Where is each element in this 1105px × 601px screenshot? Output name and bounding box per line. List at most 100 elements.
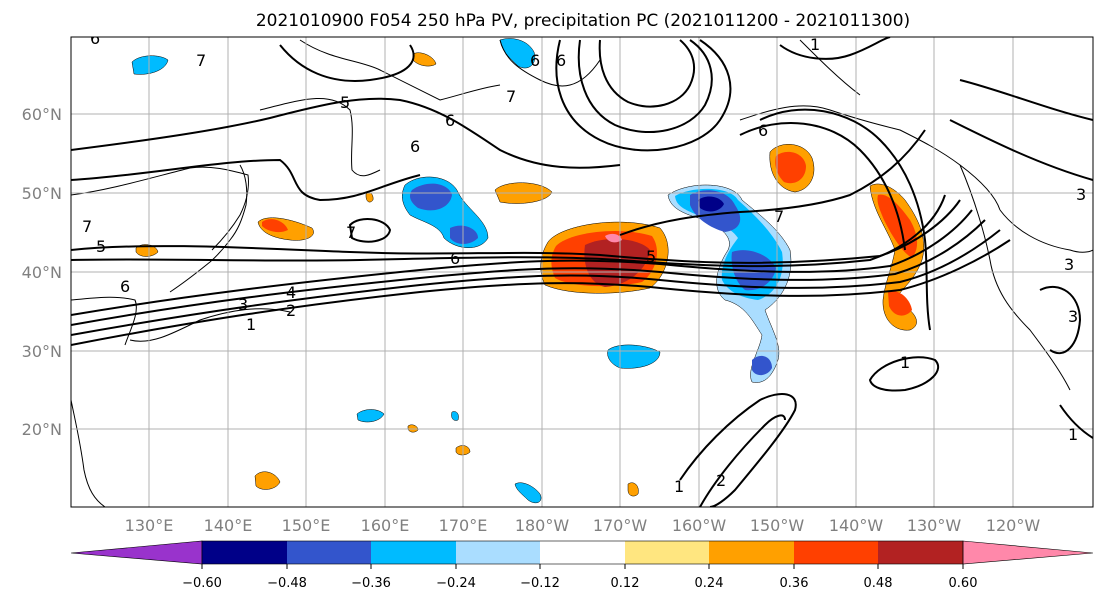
contour-label: 3 [1068, 307, 1078, 326]
contour-label: 5 [96, 237, 106, 256]
colorbar-tick-label: 0.36 [780, 576, 809, 591]
pv-contour-east-1 [759, 108, 931, 331]
lon-label: 160°W [672, 516, 727, 535]
colorbar-segment [878, 541, 963, 564]
lon-label: 120°W [986, 516, 1041, 535]
pv-contour-east-2 [739, 122, 906, 251]
pv-contour-ne-2 [949, 119, 1093, 181]
colorbar-tick-label: −0.12 [520, 576, 560, 591]
colorbar-frame [201, 540, 964, 565]
pv-contour-4 [71, 209, 973, 316]
contour-label: 7 [506, 87, 516, 106]
lat-label-20n: 20°N [22, 420, 62, 439]
positive-patch-south-d [407, 424, 419, 433]
contour-label: 1 [900, 353, 910, 372]
negative-patch-south3 [451, 411, 459, 421]
pv-contour-upper-2 [279, 44, 415, 82]
colorbar-segment [709, 541, 794, 564]
contour-label: 6 [758, 121, 768, 140]
pv-contour-small-ring [348, 218, 392, 243]
pv-contours [71, 37, 1093, 507]
lat-label-40n: 40°N [22, 263, 62, 282]
colorbar-tick-label: −0.48 [267, 576, 307, 591]
colorbar-tick-label: 0.12 [611, 576, 640, 591]
lon-label: 130°E [125, 516, 174, 535]
pv-contour-south-1 [679, 393, 797, 507]
figure-title: 2021010900 F054 250 hPa PV, precipitatio… [256, 11, 910, 31]
colorbar-tick-label: 0.48 [864, 576, 893, 591]
colorbar-segment [371, 541, 456, 564]
positive-patch-okhotsk [412, 52, 437, 67]
contour-label: 7 [196, 51, 206, 70]
colorbar-extend-low [70, 540, 203, 565]
gridlines [71, 37, 1093, 507]
colorbar-tick-label: −0.36 [351, 576, 391, 591]
contour-label: 7 [774, 207, 784, 226]
colorbar-tick-label: −0.24 [436, 576, 476, 591]
colorbar-segment [794, 541, 878, 564]
contour-labels: 6 7 5 6 6 7 6 6 6 7 1 7 6 5 4 3 2 1 5 7 [82, 35, 1086, 496]
pv-contour-coast-2 [1059, 404, 1093, 439]
pv-contour-ring-2 [577, 39, 713, 133]
lat-label-50n: 50°N [22, 184, 62, 203]
contour-label: 2 [286, 301, 296, 320]
contour-label: 1 [1068, 425, 1078, 444]
pv-contour-3 [71, 219, 986, 326]
contour-label: 6 [410, 137, 420, 156]
lon-label: 150°E [282, 516, 331, 535]
contour-label: 1 [246, 315, 256, 334]
lon-label: 180°W [515, 516, 570, 535]
contour-label: 2 [716, 471, 726, 490]
pv-contour-upper-3 [71, 158, 421, 202]
lat-label-60n: 60°N [22, 105, 62, 124]
pv-contour-2 [71, 229, 1001, 336]
negative-patch-south2 [514, 482, 542, 504]
colorbar-tick-label: 0.60 [949, 576, 978, 591]
lon-labels: 130°E 140°E 150°E 160°E 170°E 180°W 170°… [125, 516, 1041, 535]
colorbar-extend-high [962, 540, 1094, 565]
lon-label: 150°W [750, 516, 805, 535]
contour-label: 6 [120, 277, 130, 296]
positive-patch-japan-core [262, 219, 288, 233]
contour-label: 3 [238, 295, 248, 314]
lon-label: 140°W [829, 516, 884, 535]
colorbar-tick-label: 0.24 [695, 576, 724, 591]
lat-labels: 60°N 50°N 40°N 30°N 20°N [22, 105, 62, 439]
colorbar-segment [456, 541, 540, 564]
pv-contour-coast-1 [1039, 285, 1082, 355]
positive-patch-korea [135, 244, 159, 257]
contour-label: 6 [445, 111, 455, 130]
pv-contour-6 [71, 194, 946, 268]
contour-label: 1 [810, 35, 820, 54]
colorbar-segment [287, 541, 371, 564]
positive-anomaly-alaska [769, 144, 815, 193]
lon-label: 170°W [593, 516, 648, 535]
negative-patch-south1 [356, 409, 385, 423]
contour-label: 1 [674, 477, 684, 496]
contour-label: 6 [530, 51, 540, 70]
pv-contour-gulf-ring [779, 37, 891, 60]
contour-label: 5 [646, 247, 656, 266]
coastlines [71, 39, 1093, 507]
pv-contour-7a [619, 129, 926, 236]
contour-label: 3 [1076, 185, 1086, 204]
colorbar-tick-label: −0.60 [182, 576, 222, 591]
map-frame [70, 36, 1094, 508]
pv-contour-ne-1 [959, 79, 1093, 121]
colorbar-segment [540, 541, 625, 564]
contour-label: 6 [556, 51, 566, 70]
positive-patch-south-a [254, 471, 281, 490]
pv-contour-subtropical-ring [868, 356, 940, 392]
pv-contour-upper-1 [71, 97, 621, 169]
lon-label: 140°E [204, 516, 253, 535]
colorbar-segment [625, 541, 709, 564]
negative-patch-northwest [131, 55, 169, 75]
lat-label-30n: 30°N [22, 342, 62, 361]
pv-contour-ring-1 [555, 39, 732, 152]
pv-contour-ring-3 [598, 39, 696, 108]
map-area: 6 7 5 6 6 7 6 6 6 7 1 7 6 5 4 3 2 1 5 7 [70, 35, 1094, 508]
positive-patch-south-c [627, 482, 639, 497]
contour-label: 4 [286, 283, 296, 302]
lon-label: 130°W [907, 516, 962, 535]
